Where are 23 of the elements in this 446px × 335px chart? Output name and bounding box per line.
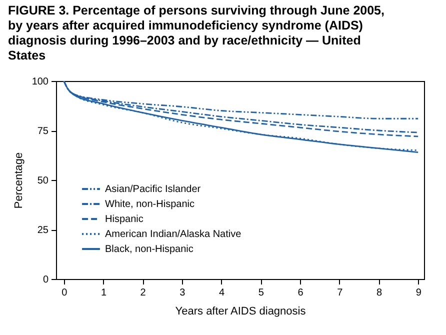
y-tick-label: 100 <box>32 76 49 88</box>
x-axis-title: Years after AIDS diagnosis <box>175 306 306 318</box>
x-tick-label: 4 <box>219 288 226 298</box>
legend-label: Hispanic <box>105 214 144 225</box>
legend-label: Asian/Pacific Islander <box>105 184 202 195</box>
x-tick-label: 9 <box>416 288 422 298</box>
y-axis-title: Percentage <box>12 152 25 209</box>
x-tick-label: 8 <box>376 288 382 298</box>
y-tick-label: 25 <box>37 225 49 236</box>
y-tick-label: 0 <box>42 274 49 286</box>
x-tick-label: 0 <box>62 288 68 298</box>
x-tick-label: 5 <box>258 288 264 298</box>
x-tick-label: 6 <box>298 288 304 298</box>
x-tick-label: 2 <box>140 288 146 298</box>
y-tick-label: 50 <box>37 176 49 186</box>
x-tick-label: 1 <box>100 288 107 298</box>
legend-label: Black, non-Hispanic <box>105 244 194 255</box>
y-tick-label: 75 <box>37 126 49 137</box>
legend-label: American Indian/Alaska Native <box>105 229 242 240</box>
chart-title: FIGURE 3. Percentage of persons surviving through June 2005, by years after acquired immunodeficiency syndrome (AIDS) diagnosis during 1996–2003 and by race/ethnicity — United States <box>8 4 384 62</box>
x-tick-label: 7 <box>337 288 344 298</box>
x-tick-label: 3 <box>180 288 186 298</box>
legend-label: White, non-Hispanic <box>105 199 194 210</box>
